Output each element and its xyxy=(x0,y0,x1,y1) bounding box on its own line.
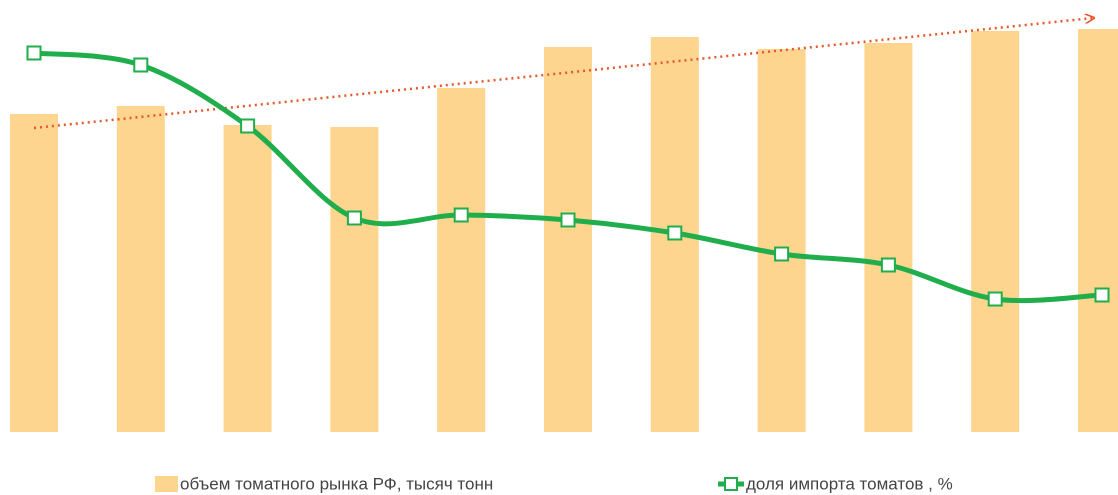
legend-label: доля импорта томатов , % xyxy=(746,474,953,493)
line-marker xyxy=(240,118,256,134)
bars xyxy=(10,29,1118,432)
bar xyxy=(437,88,486,432)
line-marker xyxy=(346,210,362,226)
line-marker xyxy=(1094,287,1110,303)
lines xyxy=(26,45,1110,307)
line-marker xyxy=(133,57,149,73)
line-marker xyxy=(667,225,683,241)
line-marker xyxy=(26,45,42,61)
bar xyxy=(864,43,913,432)
bar xyxy=(116,106,165,432)
line-marker xyxy=(453,207,469,223)
bar xyxy=(1078,29,1118,432)
legend: объем томатного рынка РФ, тысяч тонн доля… xyxy=(155,474,953,493)
legend-swatch-marker xyxy=(724,477,738,491)
line-marker xyxy=(880,257,896,273)
bar xyxy=(10,114,58,432)
bar xyxy=(223,125,272,432)
legend-swatch xyxy=(155,476,178,492)
bar xyxy=(971,31,1020,432)
bar xyxy=(330,127,379,432)
bar xyxy=(757,49,806,432)
legend-label: объем томатного рынка РФ, тысяч тонн xyxy=(180,474,493,493)
line-marker xyxy=(560,212,576,228)
line-marker xyxy=(774,246,790,262)
bar xyxy=(544,47,592,432)
line-marker xyxy=(987,291,1003,307)
